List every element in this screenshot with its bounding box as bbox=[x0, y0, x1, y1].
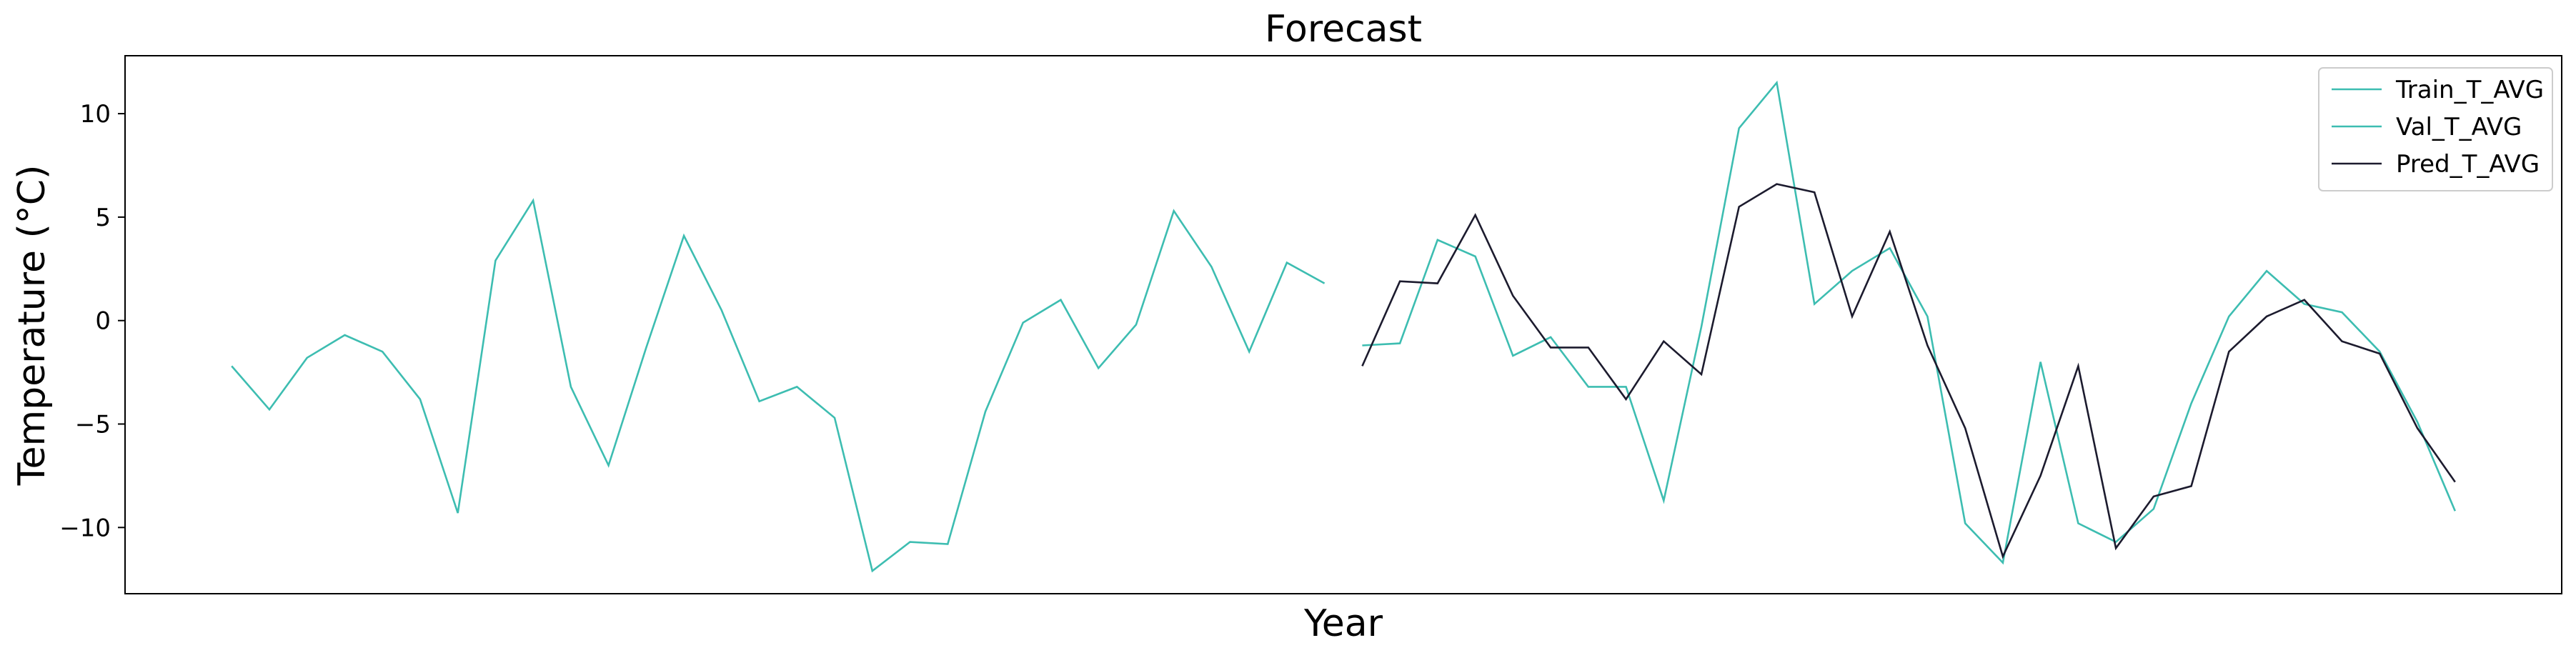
series-line-train-t-avg bbox=[231, 198, 1326, 573]
chart-title: Forecast bbox=[1265, 8, 1422, 51]
y-tick-label: −10 bbox=[59, 514, 111, 542]
series-layer bbox=[231, 80, 2456, 573]
x-axis-label: Year bbox=[1303, 602, 1383, 645]
y-tick-label: 5 bbox=[95, 204, 111, 232]
legend-label-train-t-avg: Train_T_AVG bbox=[2395, 76, 2544, 104]
y-tick-label: 10 bbox=[80, 100, 111, 129]
y-axis-label: Temperature (°C) bbox=[11, 165, 54, 487]
plot-area bbox=[124, 55, 2562, 594]
legend-label-val-t-avg: Val_T_AVG bbox=[2396, 113, 2522, 141]
y-tick-label: 0 bbox=[95, 307, 111, 336]
legend-box bbox=[2318, 67, 2553, 191]
y-tick-label: −5 bbox=[75, 411, 111, 439]
legend: Train_T_AVG Val_T_AVG Pred_T_AVG bbox=[2318, 67, 2553, 191]
legend-label-pred-t-avg: Pred_T_AVG bbox=[2396, 150, 2540, 179]
y-axis-ticks: −10 −5 0 5 10 bbox=[59, 100, 125, 542]
series-line-pred-t-avg bbox=[1361, 183, 2456, 559]
